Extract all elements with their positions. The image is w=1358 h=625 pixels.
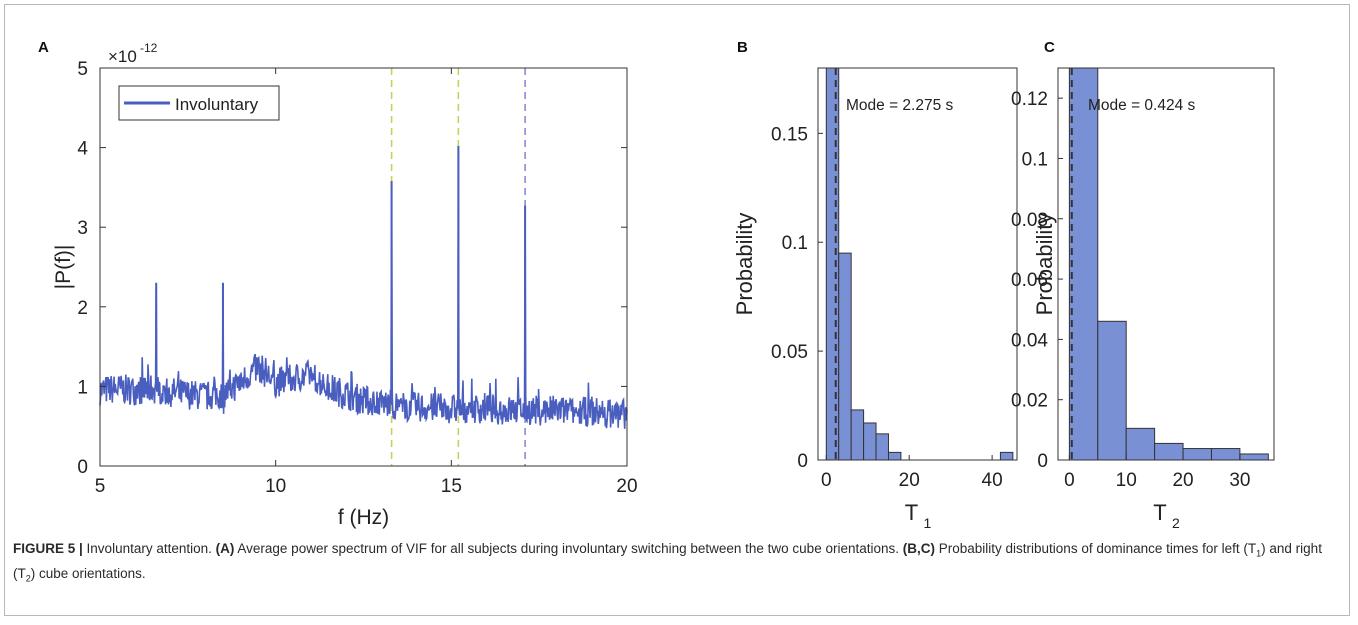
legend-label-involuntary: Involuntary bbox=[175, 95, 259, 114]
axes-box-b bbox=[817, 67, 1018, 461]
histogram-bar-c-2 bbox=[1125, 427, 1156, 461]
y-tick-label-a: 2 bbox=[77, 298, 88, 319]
histogram-bar-c-1 bbox=[1097, 320, 1127, 461]
y-tick-label-b: 0.15 bbox=[771, 124, 808, 145]
x-axis-label-a: f (Hz) bbox=[338, 506, 389, 529]
histogram-bar-b-4 bbox=[875, 433, 889, 461]
x-tick-label-a: 15 bbox=[441, 476, 462, 497]
histogram-bar-c-5 bbox=[1210, 448, 1241, 461]
x-axis-label-sub-c: 2 bbox=[1172, 515, 1180, 531]
exponent-base-a: ×10 bbox=[108, 47, 137, 66]
x-tick-label-a: 5 bbox=[95, 476, 106, 497]
x-axis-label-b: T bbox=[905, 500, 918, 525]
histogram-bar-b-2 bbox=[850, 409, 865, 461]
caption-text-bc-1: Probability distributions of dominance t… bbox=[935, 541, 1257, 556]
caption-sub-1: 1 bbox=[1256, 548, 1262, 559]
caption-ref-a: (A) bbox=[215, 541, 235, 556]
mode-annotation-b: Mode = 2.275 s bbox=[846, 97, 954, 114]
mode-annotation-c: Mode = 0.424 s bbox=[1088, 97, 1196, 114]
x-tick-label-b: 20 bbox=[899, 470, 920, 491]
y-tick-label-b: 0.05 bbox=[771, 342, 808, 363]
y-axis-label-a: |P(f)| bbox=[52, 245, 75, 290]
y-axis-label-b: Probability bbox=[732, 213, 757, 316]
x-tick-label-a: 10 bbox=[265, 476, 286, 497]
x-tick-label-b: 40 bbox=[982, 470, 1003, 491]
histogram-bar-b-1 bbox=[838, 252, 852, 461]
panel-letter-a: A bbox=[38, 39, 49, 56]
y-tick-label-b: 0 bbox=[797, 451, 808, 472]
histogram-bar-b-3 bbox=[863, 422, 877, 461]
y-tick-label-a: 4 bbox=[77, 139, 88, 160]
y-tick-label-a: 1 bbox=[77, 377, 88, 398]
caption-ref-bc: (B,C) bbox=[902, 541, 935, 556]
histogram-bar-c-4 bbox=[1182, 448, 1212, 461]
histogram-bar-b-6 bbox=[999, 451, 1014, 461]
x-tick-label-a: 20 bbox=[616, 476, 637, 497]
y-tick-label-b: 0.1 bbox=[782, 233, 808, 254]
x-axis-label-c: T bbox=[1153, 500, 1166, 525]
histogram-bar-b-0 bbox=[825, 67, 840, 461]
x-tick-label-c: 10 bbox=[1116, 470, 1137, 491]
caption-sub-2: 2 bbox=[25, 573, 31, 584]
y-axis-label-c: Probability bbox=[1032, 213, 1057, 316]
histogram-bar-c-3 bbox=[1154, 442, 1184, 461]
y-tick-label-a: 0 bbox=[77, 457, 88, 478]
y-tick-label-c: 0.08 bbox=[1011, 210, 1048, 231]
y-tick-label-c: 0.06 bbox=[1011, 270, 1048, 291]
x-tick-label-b: 0 bbox=[821, 470, 832, 491]
y-tick-label-c: 0.12 bbox=[1011, 89, 1048, 110]
y-tick-label-c: 0.04 bbox=[1011, 330, 1048, 351]
panel-letter-b: B bbox=[737, 39, 748, 56]
y-tick-label-a: 3 bbox=[77, 218, 88, 239]
x-tick-label-c: 0 bbox=[1064, 470, 1075, 491]
panel-letter-c: C bbox=[1044, 39, 1055, 56]
exponent-power-a: -12 bbox=[140, 41, 158, 55]
y-tick-label-c: 0 bbox=[1037, 451, 1048, 472]
axes-box-c bbox=[1057, 67, 1275, 461]
x-tick-label-c: 30 bbox=[1229, 470, 1250, 491]
caption-text-a: Average power spectrum of VIF for all su… bbox=[234, 541, 903, 556]
caption-figure-label: FIGURE 5 | bbox=[13, 541, 83, 556]
y-tick-label-a: 5 bbox=[77, 59, 88, 80]
histogram-bar-b-5 bbox=[887, 451, 902, 461]
y-tick-label-c: 0.02 bbox=[1011, 391, 1048, 412]
histogram-bar-c-6 bbox=[1239, 453, 1269, 461]
histogram-bar-c-0 bbox=[1068, 67, 1099, 461]
caption-text-bc-3: ) cube orientations. bbox=[30, 565, 146, 581]
caption-intro: Involuntary attention. bbox=[82, 541, 216, 556]
figure-frame bbox=[4, 4, 1350, 616]
spectrum-line-involuntary bbox=[99, 145, 628, 429]
caption-text-bc-2: ) and right (T bbox=[13, 541, 1322, 581]
figure-caption: FIGURE 5 | Involuntary attention. (A) Av… bbox=[13, 539, 1343, 588]
x-tick-label-c: 20 bbox=[1172, 470, 1193, 491]
y-tick-label-c: 0.1 bbox=[1022, 149, 1048, 170]
axes-box-a bbox=[99, 67, 628, 467]
x-axis-label-sub-b: 1 bbox=[924, 515, 932, 531]
